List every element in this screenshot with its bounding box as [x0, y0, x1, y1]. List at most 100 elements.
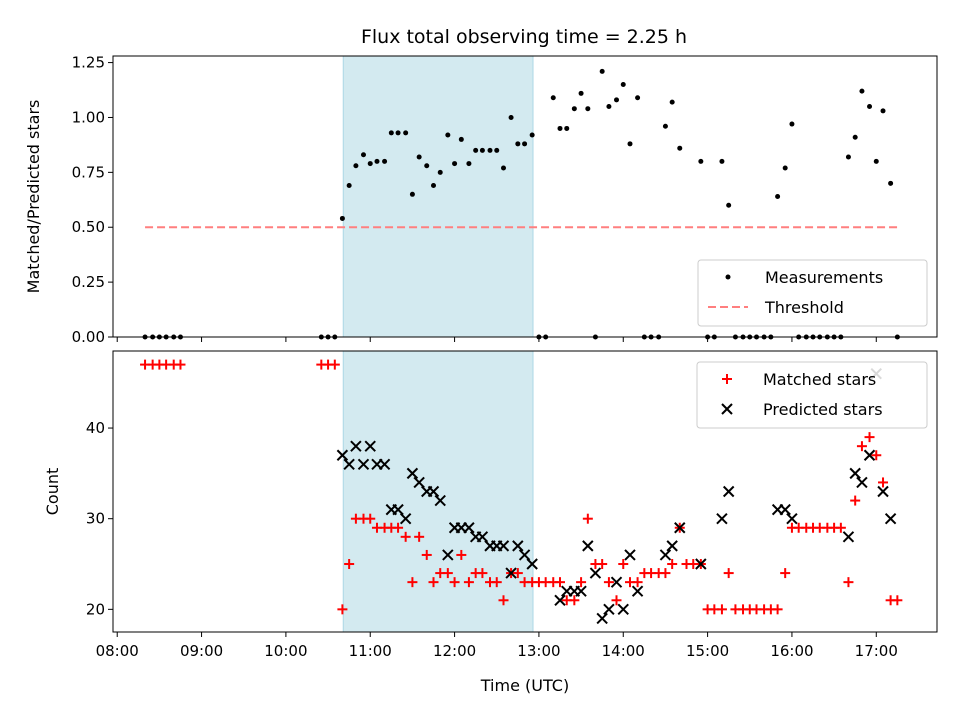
x-tick-label: 17:00 — [855, 642, 898, 660]
measurement-point — [445, 132, 451, 138]
predicted-star-point — [779, 503, 791, 516]
matched-star-point — [428, 577, 439, 588]
measurement-point — [719, 158, 725, 164]
predicted-star-point — [596, 612, 608, 625]
predicted-star-point — [617, 603, 629, 616]
x-b — [779, 503, 791, 516]
y-tick-label: 40 — [86, 419, 105, 437]
x-b — [877, 485, 889, 498]
measurement-point — [500, 165, 506, 171]
x-tick-label: 08:00 — [96, 642, 139, 660]
measurement-point — [416, 154, 422, 160]
x-b — [442, 549, 454, 561]
x-b — [582, 540, 594, 552]
predicted-star-point — [406, 467, 419, 480]
measurement-point — [487, 147, 493, 153]
x-tick-label: 15:00 — [686, 642, 729, 660]
legend: Matched stars Predicted stars — [696, 361, 928, 429]
x-b — [554, 594, 566, 606]
matched-star-point — [569, 595, 580, 606]
matched-star-point — [780, 568, 791, 579]
x-b — [427, 485, 440, 498]
matched-star-point — [864, 432, 875, 443]
ratio-panel: 0.00 0.25 0.50 0.75 1.00 1.25 Matched/Predicte… — [24, 54, 938, 346]
x-axis-label: Time (UTC) — [480, 676, 569, 695]
y-tick-label: 0.50 — [72, 218, 105, 236]
measurement-point — [479, 147, 485, 153]
x-b — [336, 449, 349, 461]
measurement-point — [360, 152, 366, 158]
x-b — [399, 512, 412, 525]
matched-star-point — [329, 359, 340, 370]
predicted-star-point — [392, 503, 404, 516]
x-b — [596, 612, 608, 625]
measurement-point — [458, 136, 464, 142]
x-b — [505, 567, 517, 579]
count-panel: 20 30 40 08:00 09:00 10:00 11:00 12:00 13:00 14:0… — [43, 350, 938, 695]
measurement-point — [346, 183, 352, 189]
x-b — [512, 540, 524, 552]
x-b — [434, 494, 446, 507]
measurement-point — [599, 68, 605, 74]
legend-swatch-predicted-b — [721, 403, 733, 415]
predicted-star-point — [624, 549, 636, 561]
matched-star-point — [365, 513, 376, 524]
predicted-star-point — [378, 458, 391, 471]
legend-label: Matched stars — [763, 370, 876, 389]
x-b — [603, 603, 615, 616]
predicted-star-point — [399, 512, 412, 525]
legend-label: Predicted stars — [763, 400, 883, 419]
measurement-point — [880, 108, 886, 114]
measurement-point — [726, 202, 732, 208]
x-b — [842, 531, 855, 543]
matched-star-point — [603, 577, 614, 588]
measurement-point — [353, 163, 359, 169]
matched-star-point — [611, 595, 622, 606]
matched-star-point — [456, 549, 467, 560]
predicted-star-point — [722, 485, 735, 498]
matched-star-point — [477, 568, 488, 579]
y-tick-label: 30 — [86, 510, 105, 528]
measurement-point — [522, 141, 528, 147]
x-tick-label: 12:00 — [433, 642, 476, 660]
legend-label: Threshold — [764, 298, 844, 317]
matched-star-point — [344, 559, 355, 570]
matched-star-point — [618, 559, 629, 570]
predicted-star-point — [863, 449, 876, 461]
axes-frame — [112, 55, 938, 338]
predicted-star-point — [434, 494, 446, 507]
legend-box — [697, 259, 928, 327]
matched-star-point — [878, 477, 889, 488]
matched-star-point — [555, 577, 566, 588]
matched-star-point — [772, 604, 783, 615]
predicted-star-point — [603, 603, 615, 616]
predicted-star-point — [674, 522, 686, 534]
predicted-star-point — [631, 585, 644, 597]
measurement-point — [403, 130, 409, 136]
predicted-star-point — [884, 512, 897, 525]
x-b — [463, 522, 475, 534]
predicted-star-point — [666, 540, 678, 552]
matched-star-point — [856, 441, 867, 452]
x-b — [674, 522, 686, 534]
x-b — [406, 467, 419, 480]
predicted-star-point — [849, 467, 861, 480]
matched-star-point — [871, 450, 882, 461]
measurement-point — [867, 103, 873, 109]
predicted-star-point — [659, 549, 672, 561]
measurement-point — [620, 82, 626, 88]
x-b — [476, 531, 489, 543]
y-tick-label: 20 — [86, 600, 105, 618]
x-tick-label: 11:00 — [349, 642, 392, 660]
matched-star-point — [442, 568, 453, 579]
matched-star-point — [716, 604, 727, 615]
measurement-point — [627, 141, 633, 147]
predicted-star-point — [575, 585, 587, 597]
matched-star-point — [337, 604, 348, 615]
matched-star-point — [463, 577, 474, 588]
measurement-point — [430, 183, 436, 189]
measurement-point — [529, 132, 535, 138]
predicted-star-point — [463, 522, 475, 534]
measurement-point — [669, 99, 675, 105]
